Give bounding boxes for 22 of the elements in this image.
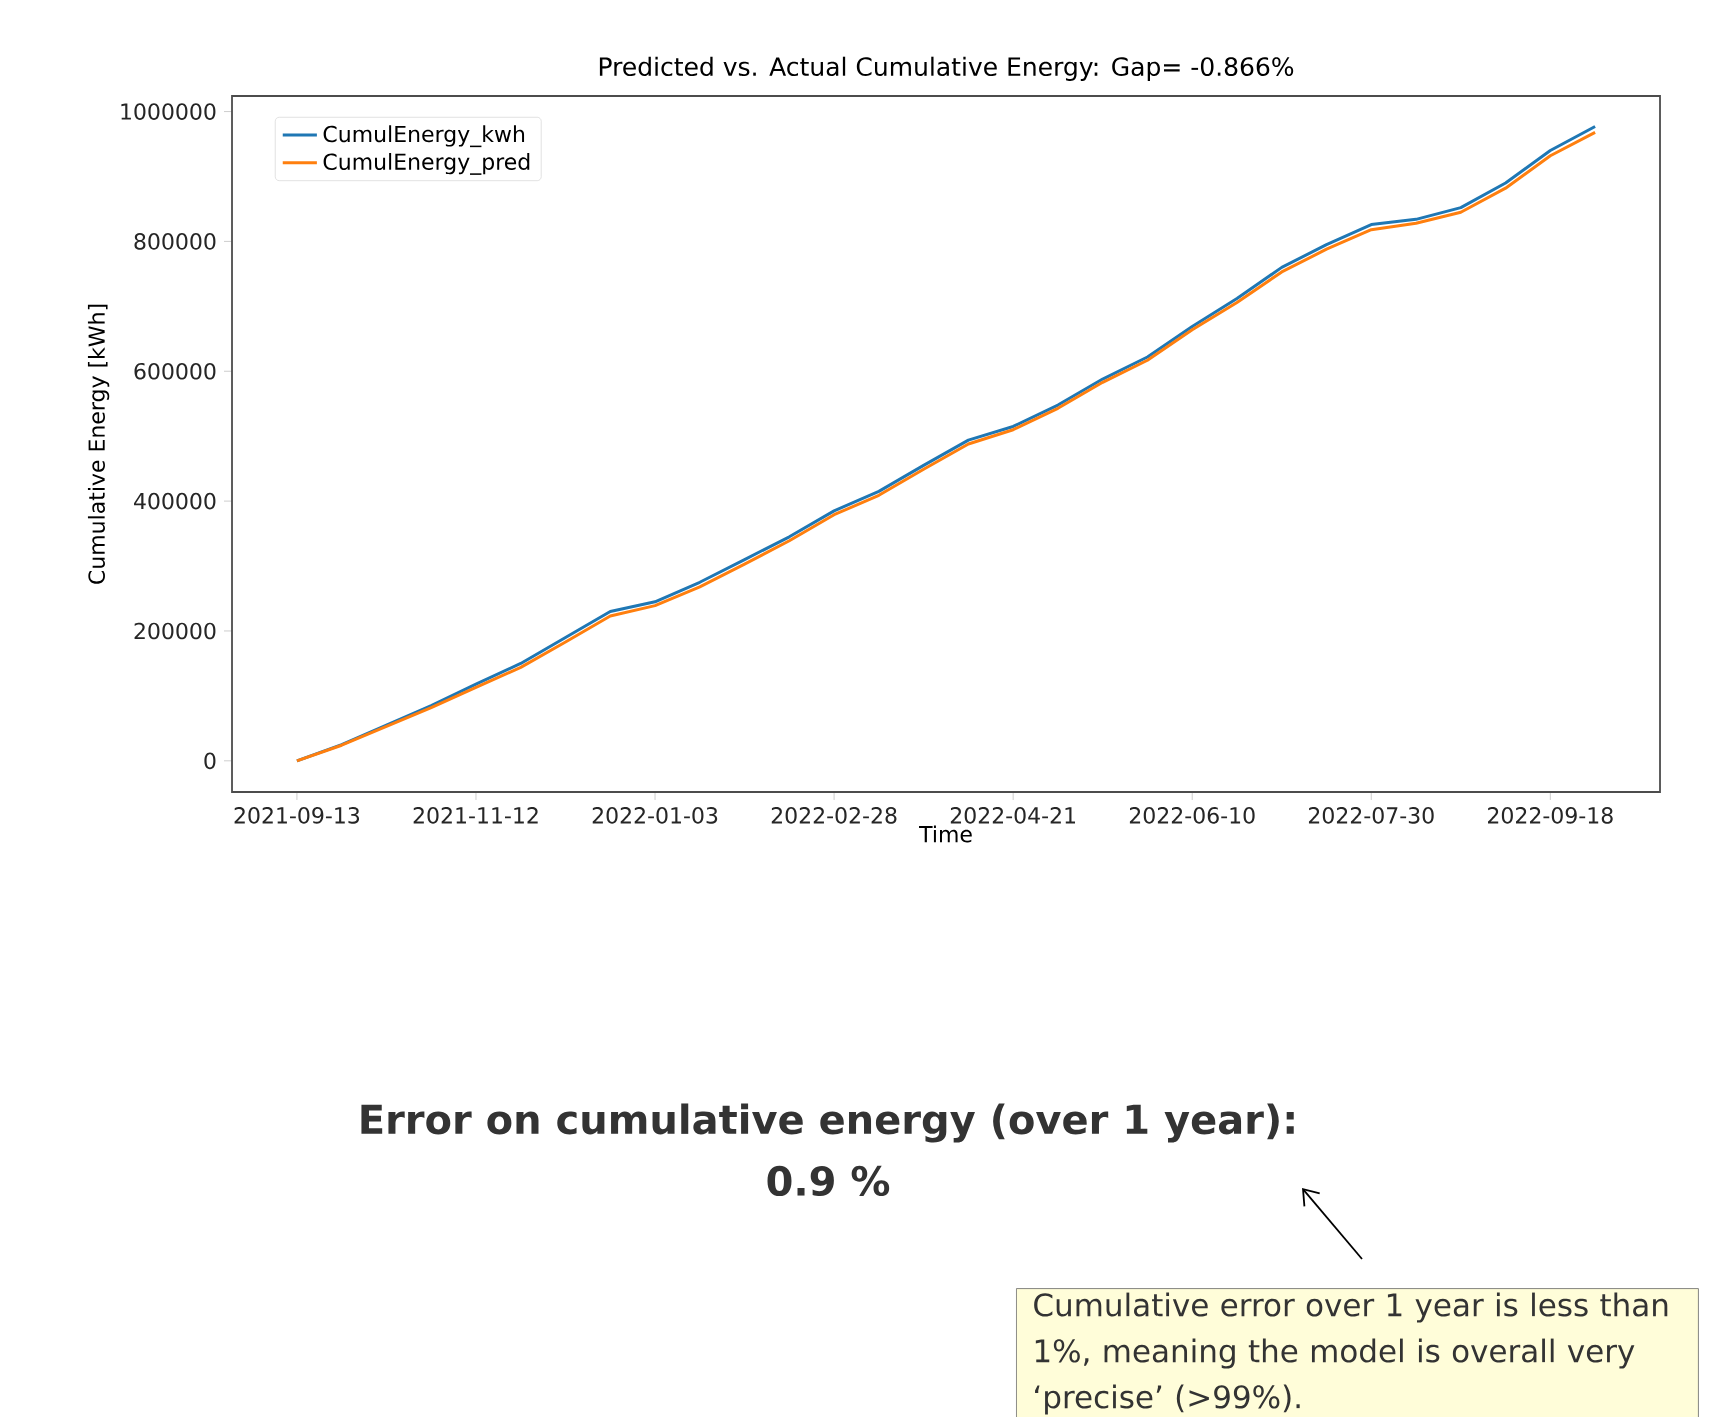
y-tick-label: 400000 bbox=[134, 492, 216, 510]
text: 0.9 % bbox=[767, 1165, 890, 1197]
x-tick-label: 2022-01-03 bbox=[592, 807, 718, 824]
legend-label: CumulEnergy_pred bbox=[323, 152, 530, 175]
legend-label: CumulEnergy_kwh bbox=[323, 125, 525, 148]
y-tick-label: 200000 bbox=[134, 622, 216, 640]
chart-title: Predicted vs. Actual Cumulative Energy: Gap= -0.866% bbox=[599, 56, 1294, 81]
y-tick-label: 800000 bbox=[134, 233, 216, 250]
x-axis-title: Time bbox=[919, 825, 972, 843]
text: Cumulative error over 1 year is less than 1%, meaning the model is overall very ‘precise’ (>99%). bbox=[1034, 1292, 1668, 1415]
x-tick-label: 2022-04-21 bbox=[950, 807, 1076, 824]
x-tick-label: 2021-09-13 bbox=[234, 807, 360, 824]
x-tick-label: 2022-06-10 bbox=[1129, 807, 1255, 824]
y-axis-title: Cumulative Energy [kWh] bbox=[87, 304, 110, 584]
y-tick-label: 0 bbox=[204, 752, 216, 770]
x-tick-label: 2022-09-18 bbox=[1488, 807, 1613, 824]
x-tick-label: 2022-07-30 bbox=[1308, 807, 1434, 824]
x-tick-label: 2022-02-28 bbox=[771, 807, 897, 824]
text: Error on cumulative energy (over 1 year): bbox=[361, 1103, 1294, 1143]
x-tick-label: 2021-11-12 bbox=[413, 807, 538, 824]
y-tick-label: 1000000 bbox=[121, 103, 216, 120]
y-tick-label: 600000 bbox=[134, 362, 216, 380]
